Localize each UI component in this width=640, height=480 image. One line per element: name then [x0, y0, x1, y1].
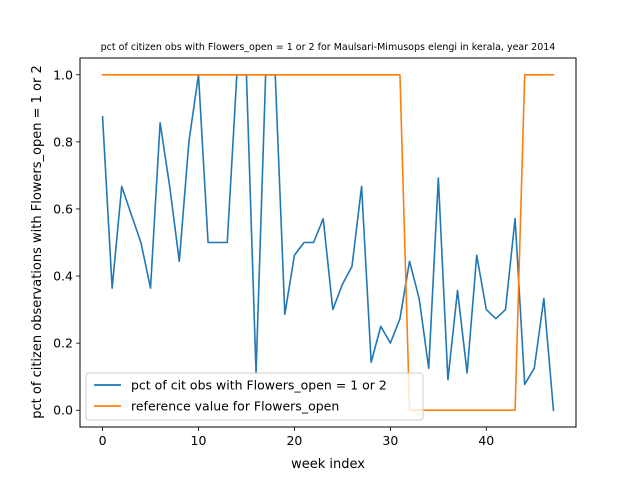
x-tick-label: 10	[191, 433, 207, 448]
y-tick-label: 0.8	[53, 134, 73, 149]
legend: pct of cit obs with Flowers_open = 1 or …	[85, 372, 424, 421]
y-axis-ticks: 0.0 0.2 0.4 0.6 0.8 1.0	[53, 67, 80, 418]
legend-box	[85, 372, 424, 421]
x-axis-label: week index	[291, 457, 365, 472]
legend-label-series-2: reference value for Flowers_open	[131, 399, 339, 414]
y-tick-label: 0.0	[53, 403, 73, 418]
plot-lines	[101, 73, 555, 412]
y-tick-label: 0.2	[53, 336, 73, 351]
y-tick-label: 0.4	[53, 269, 73, 284]
x-tick-label: 40	[478, 433, 494, 448]
y-tick-label: 1.0	[53, 67, 73, 82]
series-line-2	[101, 73, 555, 412]
legend-label-series-1: pct of cit obs with Flowers_open = 1 or …	[131, 378, 387, 393]
y-axis-label: pct of citizen observations with Flowers…	[30, 65, 45, 418]
x-axis-ticks: 0 10 20 30 40	[99, 427, 494, 448]
x-tick-label: 0	[99, 433, 107, 448]
x-tick-label: 30	[382, 433, 398, 448]
y-tick-label: 0.6	[53, 201, 73, 216]
plot-frame	[79, 57, 577, 428]
chart-title: pct of citizen obs with Flowers_open = 1…	[101, 42, 556, 53]
x-tick-label: 20	[286, 433, 302, 448]
series-line-1	[101, 73, 555, 412]
